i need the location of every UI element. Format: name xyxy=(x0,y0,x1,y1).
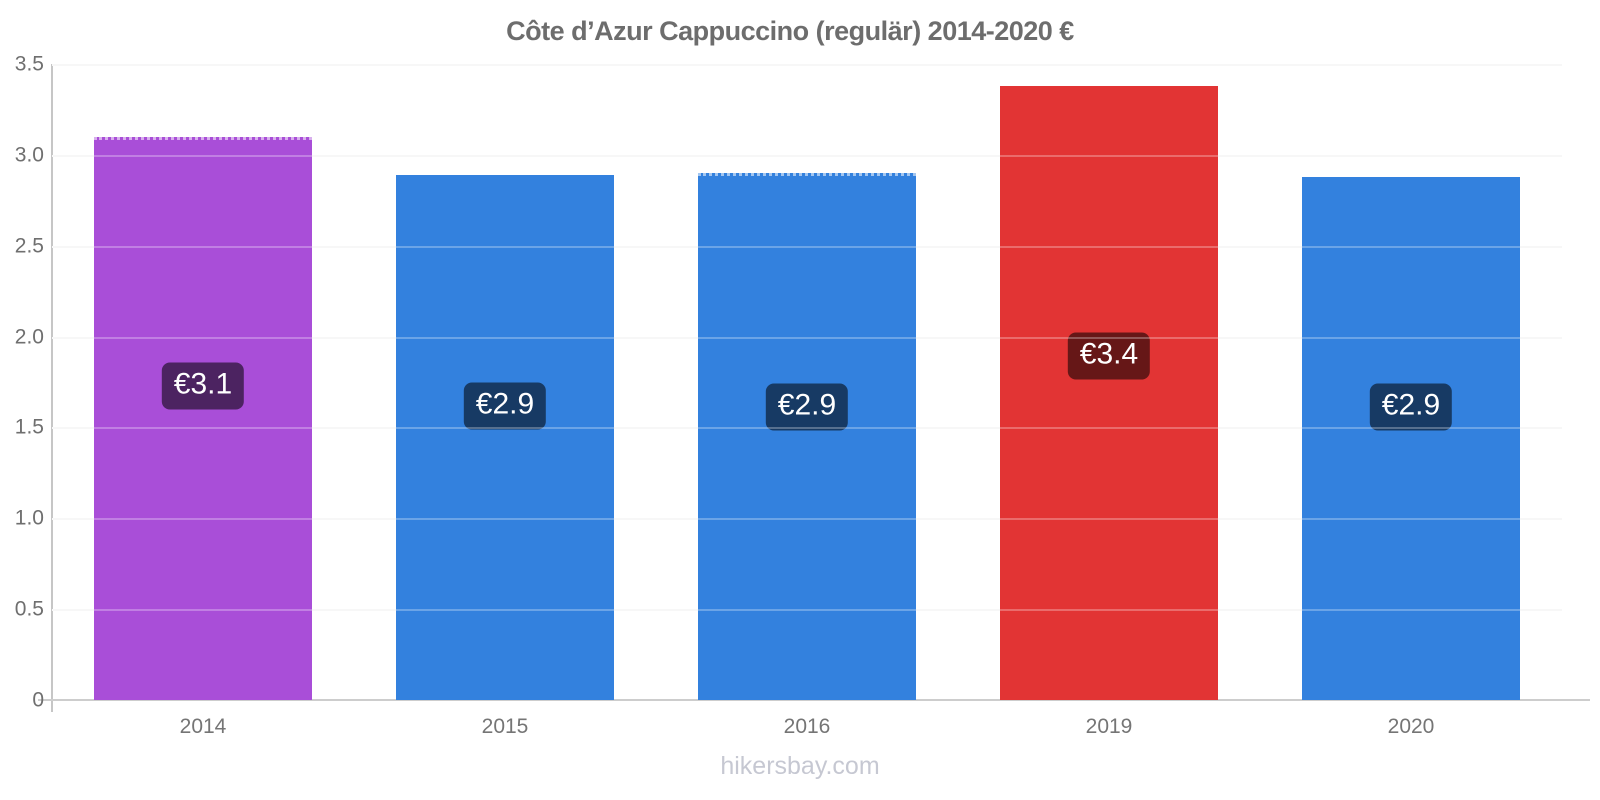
gridline xyxy=(52,154,1562,157)
gridline-overlay xyxy=(52,336,1562,339)
bar-2016[interactable]: €2.9 xyxy=(697,173,916,700)
value-label-2014: €3.1 xyxy=(161,362,245,410)
y-tick-label: 2.0 xyxy=(14,325,44,349)
x-tick-label-2016: 2016 xyxy=(783,715,831,738)
gridline-overlay xyxy=(52,245,1562,248)
value-label-2016: €2.9 xyxy=(765,383,849,431)
gridline-overlay xyxy=(52,64,1562,66)
x-axis-labels: 2014 2015 2016 2019 2020 xyxy=(52,712,1562,742)
y-tick-label: 1.5 xyxy=(14,415,44,439)
x-tick-label-2020: 2020 xyxy=(1387,715,1435,738)
y-axis-line xyxy=(51,64,53,712)
x-tick-label-2015: 2015 xyxy=(481,715,529,738)
bar-2014[interactable]: €3.1 xyxy=(93,136,312,700)
watermark: hikersbay.com xyxy=(720,752,880,780)
x-axis-line xyxy=(38,699,1590,701)
y-tick-label: 2.5 xyxy=(14,234,44,258)
x-tick-label-2019: 2019 xyxy=(1085,715,1133,738)
chart-title: Côte d’Azur Cappuccino (regulär) 2014-20… xyxy=(506,16,1074,46)
gridline xyxy=(52,64,1562,66)
y-axis-ticks: 3.5 3.0 2.5 2.0 1.5 1.0 0.5 0 xyxy=(0,54,44,711)
value-label-2015: €2.9 xyxy=(463,382,547,430)
value-label-2019: €3.4 xyxy=(1067,332,1151,380)
y-tick-label: 3.0 xyxy=(14,143,44,167)
plot-area: €3.1 €2.9 €2.9 €3.4 €2.9 xyxy=(52,64,1562,700)
y-tick-label: 3.5 xyxy=(14,52,44,76)
x-tick-label-2014: 2014 xyxy=(179,715,227,738)
gridline-overlay xyxy=(52,518,1562,521)
bar-2020[interactable]: €2.9 xyxy=(1301,176,1520,700)
y-tick-label: 0.5 xyxy=(14,597,44,621)
gridline-overlay xyxy=(52,427,1562,430)
gridline-overlay xyxy=(52,609,1562,612)
bar-2015[interactable]: €2.9 xyxy=(395,174,614,700)
gridline-overlay xyxy=(52,154,1562,157)
y-tick-label: 1.0 xyxy=(14,506,44,530)
value-label-2020: €2.9 xyxy=(1369,383,1453,431)
y-tick-label: 0 xyxy=(32,688,44,712)
bar-2019[interactable]: €3.4 xyxy=(999,85,1218,700)
